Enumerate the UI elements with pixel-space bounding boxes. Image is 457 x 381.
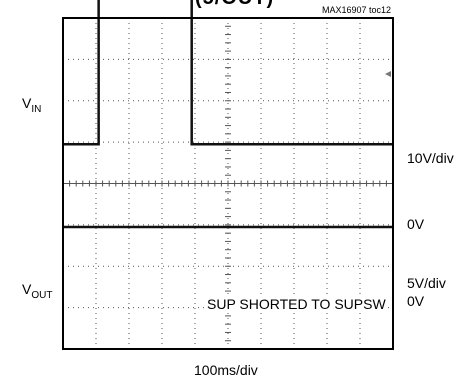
vin-label: VIN — [22, 95, 42, 115]
vout-scale-label: 5V/div — [407, 275, 446, 291]
toc-label: MAX16907 toc12 — [322, 5, 392, 15]
traces — [63, 0, 393, 229]
trace-vin — [63, 0, 393, 146]
plot-frame — [62, 17, 394, 350]
grid — [62, 17, 394, 350]
vout-zero-label: 0V — [407, 293, 425, 309]
vin-zero-label: 0V — [407, 216, 425, 232]
vout-label: VOUT — [22, 281, 53, 301]
chart-title-partial: (5/OUT) — [195, 0, 274, 10]
x-axis-label: 100ms/div — [194, 362, 258, 378]
vin-scale-label: 10V/div — [407, 150, 454, 166]
trigger-marker — [385, 71, 391, 77]
annotation: SUP SHORTED TO SUPSW — [205, 296, 388, 312]
